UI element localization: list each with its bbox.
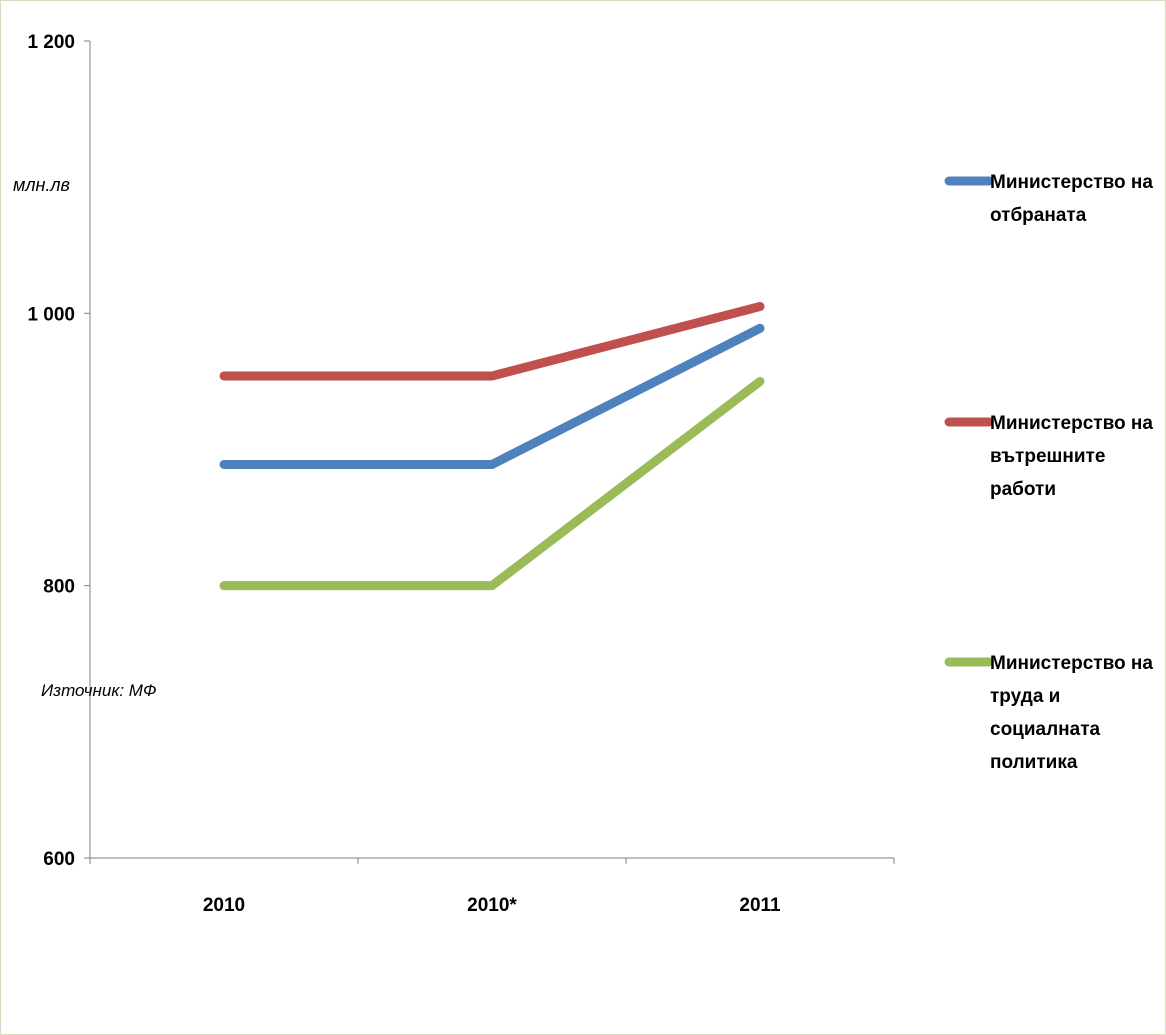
legend-label-3: политика <box>990 752 1078 773</box>
y-tick-labels: 600 800 1 000 1 200 <box>27 32 75 870</box>
legend: Министерство на отбраната Министерство на в… <box>944 172 1153 773</box>
legend-label-1: Министерство на <box>990 172 1153 193</box>
legend-label-1: отбраната <box>990 205 1087 226</box>
y-tick-label: 1 200 <box>27 32 75 53</box>
y-tick-label: 600 <box>43 849 75 870</box>
legend-label-3: социалната <box>990 719 1101 740</box>
legend-label-2: вътрешните <box>990 446 1105 467</box>
legend-label-3: Министерство на <box>990 653 1153 674</box>
legend-label-2: Министерство на <box>990 413 1153 434</box>
x-tick-label: 2011 <box>739 895 781 916</box>
series-lines <box>219 302 765 591</box>
x-tick-labels: 2010 2010* 2011 <box>203 895 781 916</box>
x-tick-label: 2010* <box>467 895 517 916</box>
y-axis-unit: млн.лв <box>13 175 70 195</box>
series-line-2 <box>219 302 765 381</box>
series-line-3 <box>219 376 765 591</box>
legend-label-2: работи <box>990 479 1056 500</box>
series-line-1 <box>219 323 765 469</box>
x-tick-label: 2010 <box>203 895 245 916</box>
axes <box>84 40 895 864</box>
y-tick-label: 800 <box>43 577 75 598</box>
y-tick-label: 1 000 <box>27 304 75 325</box>
source-note: Източник: МФ <box>41 681 157 700</box>
legend-label-3: труда и <box>990 686 1060 707</box>
